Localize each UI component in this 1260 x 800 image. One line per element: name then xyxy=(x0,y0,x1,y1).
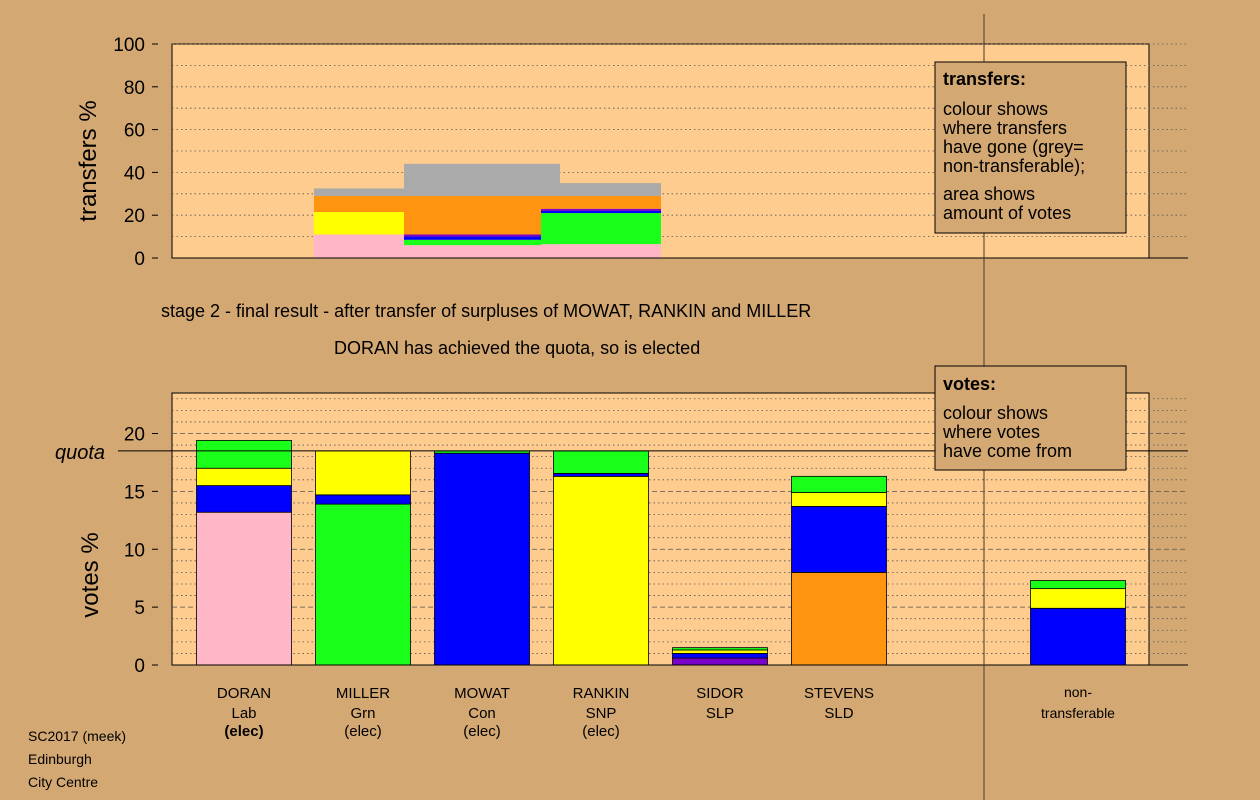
transfer-segment-mowat xyxy=(314,188,404,196)
transfer-segment-rankin xyxy=(404,245,560,258)
transfer-segment-miller xyxy=(541,213,661,245)
candidate-party: Con xyxy=(468,705,496,722)
candidate-party: SNP xyxy=(586,705,617,722)
transfer-segment-miller xyxy=(541,210,661,214)
bar-rankin-segment xyxy=(553,450,649,474)
footer-line: City Centre xyxy=(28,774,98,790)
transfers-legend-line: non-transferable); xyxy=(943,156,1085,176)
transfers-y-tick-label: 40 xyxy=(124,163,145,184)
votes-legend: votes: colour shows where votes have com… xyxy=(934,365,1127,471)
transfer-segment-rankin xyxy=(404,195,560,235)
transfers-legend-line: have gone (grey= xyxy=(943,137,1084,157)
candidate-name: DORAN xyxy=(217,685,271,702)
votes-y-tick-label: 5 xyxy=(134,598,145,619)
transfer-segment-miller xyxy=(541,244,661,258)
transfers-y-tick-label: 100 xyxy=(113,35,145,56)
bar-doran-segment xyxy=(196,467,292,486)
candidate-status: (elec) xyxy=(582,723,620,740)
transfer-segment-mowat xyxy=(314,234,404,258)
candidate-status: (elec) xyxy=(224,723,263,740)
transfers-legend-line: area shows xyxy=(943,184,1035,204)
candidate-name: SIDOR xyxy=(696,685,744,702)
bar-rankin-segment xyxy=(553,475,649,666)
votes-legend-line: colour shows xyxy=(943,403,1048,423)
bar-miller-segment xyxy=(315,503,411,666)
bar-non-transferable-segment xyxy=(1030,588,1126,609)
transfer-segment-miller xyxy=(541,183,661,196)
stage-title: stage 2 - final result - after transfer … xyxy=(161,301,811,321)
transfers-legend: transfers: colour shows where transfers … xyxy=(934,61,1127,234)
candidate-status: (elec) xyxy=(344,723,382,740)
bar-stevens-segment xyxy=(791,475,887,493)
bar-doran-segment xyxy=(196,440,292,469)
transfers-y-tick-label: 20 xyxy=(124,206,145,227)
candidate-name: MILLER xyxy=(336,685,390,702)
bar-miller-segment xyxy=(315,494,411,505)
bar-sidor-segment xyxy=(672,657,768,666)
votes-y-tick-label: 0 xyxy=(134,656,145,677)
transfers-y-tick-label: 80 xyxy=(124,78,145,99)
transfer-segment-rankin xyxy=(404,234,560,237)
candidate-name: RANKIN xyxy=(573,685,630,702)
votes-y-tick-label: 10 xyxy=(124,540,145,561)
transfers-y-tick-label: 60 xyxy=(124,121,145,142)
candidate-party: Grn xyxy=(350,705,375,722)
bar-sidor-segment xyxy=(672,647,768,651)
transfer-segment-rankin xyxy=(404,163,560,196)
non-transferable-label: transferable xyxy=(1041,705,1115,721)
bar-rankin-segment xyxy=(553,473,649,477)
transfers-legend-line: colour shows xyxy=(943,99,1048,119)
candidate-status: (elec) xyxy=(463,723,501,740)
bar-stevens-segment xyxy=(791,492,887,507)
transfers-y-tick-label: 0 xyxy=(134,249,145,270)
transfers-y-axis-title: transfers % xyxy=(75,100,102,221)
bar-doran-segment xyxy=(196,485,292,513)
transfer-segment-miller xyxy=(541,195,661,209)
votes-legend-line: where votes xyxy=(942,422,1040,442)
footer-line: Edinburgh xyxy=(28,751,92,767)
candidate-party: Lab xyxy=(231,705,256,722)
candidate-labels: DORANLab(elec)MILLERGrn(elec)MOWATCon(el… xyxy=(217,684,1115,740)
result-title: DORAN has achieved the quota, so is elec… xyxy=(334,338,700,358)
bar-stevens-segment xyxy=(791,506,887,573)
candidate-party: SLD xyxy=(824,705,853,722)
quota-label: quota xyxy=(55,442,105,464)
transfers-y-axis: 0 20 40 60 80 100 xyxy=(113,35,158,270)
transfers-legend-box xyxy=(934,61,1127,234)
transfer-segment-rankin xyxy=(404,236,560,240)
bar-sidor-segment xyxy=(672,649,768,654)
votes-y-axis-title: votes % xyxy=(77,532,104,617)
bar-doran-segment xyxy=(196,511,292,666)
votes-bars xyxy=(196,440,1126,666)
candidate-party: SLP xyxy=(706,705,734,722)
votes-legend-title: votes: xyxy=(943,374,996,394)
bar-miller-segment xyxy=(315,450,411,496)
non-transferable-label: non- xyxy=(1064,684,1092,700)
votes-legend-box xyxy=(934,365,1127,471)
votes-y-tick-label: 15 xyxy=(124,482,145,503)
bar-non-transferable-segment xyxy=(1030,607,1126,666)
transfers-legend-line: where transfers xyxy=(942,118,1067,138)
votes-y-tick-label: 20 xyxy=(124,425,145,446)
bar-sidor-segment xyxy=(672,653,768,659)
transfer-segment-mowat xyxy=(314,211,404,235)
transfers-legend-line: amount of votes xyxy=(943,203,1071,223)
votes-legend-line: have come from xyxy=(943,441,1072,461)
transfer-segment-rankin xyxy=(404,239,560,246)
footer-line: SC2017 (meek) xyxy=(28,728,126,744)
candidate-name: MOWAT xyxy=(454,685,510,702)
bar-mowat-segment xyxy=(434,452,530,666)
transfer-segment-miller xyxy=(541,208,661,211)
votes-y-axis: 0 5 10 15 20 xyxy=(124,425,158,677)
transfer-segment-mowat xyxy=(314,195,404,212)
bar-stevens-segment xyxy=(791,572,887,666)
transfers-bars xyxy=(314,163,661,258)
candidate-name: STEVENS xyxy=(804,685,874,702)
transfers-legend-title: transfers: xyxy=(943,69,1026,89)
bar-non-transferable-segment xyxy=(1030,580,1126,590)
